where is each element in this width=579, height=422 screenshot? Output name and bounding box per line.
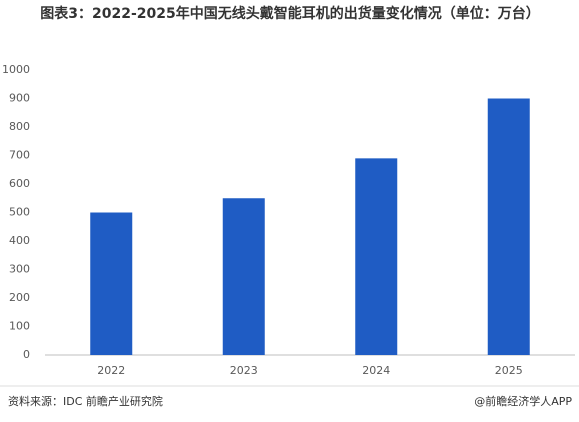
x-tick-label: 2025 bbox=[495, 364, 523, 377]
bar bbox=[90, 212, 133, 355]
credit: @前瞻经济学人APP bbox=[474, 394, 572, 408]
y-tick-label: 300 bbox=[9, 263, 30, 276]
bar bbox=[222, 198, 265, 355]
y-tick-label: 800 bbox=[9, 120, 30, 133]
y-tick-label: 1000 bbox=[2, 63, 30, 76]
bar bbox=[355, 158, 398, 355]
y-tick-label: 600 bbox=[9, 177, 30, 190]
y-tick-label: 900 bbox=[9, 92, 30, 105]
chart-title: 图表3：2022-2025年中国无线头戴智能耳机的出货量变化情况（单位：万台） bbox=[40, 6, 540, 22]
y-tick-label: 100 bbox=[9, 320, 30, 333]
y-tick-label: 200 bbox=[9, 291, 30, 304]
x-tick-label: 2024 bbox=[362, 364, 390, 377]
y-tick-label: 400 bbox=[9, 234, 30, 247]
y-tick-label: 700 bbox=[9, 149, 30, 162]
y-tick-label: 500 bbox=[9, 206, 30, 219]
x-tick-label: 2023 bbox=[230, 364, 258, 377]
source: 资料来源：IDC 前瞻产业研究院 bbox=[8, 394, 163, 408]
y-tick-label: 0 bbox=[23, 348, 30, 361]
bar bbox=[487, 98, 530, 355]
x-tick-label: 2022 bbox=[97, 364, 125, 377]
